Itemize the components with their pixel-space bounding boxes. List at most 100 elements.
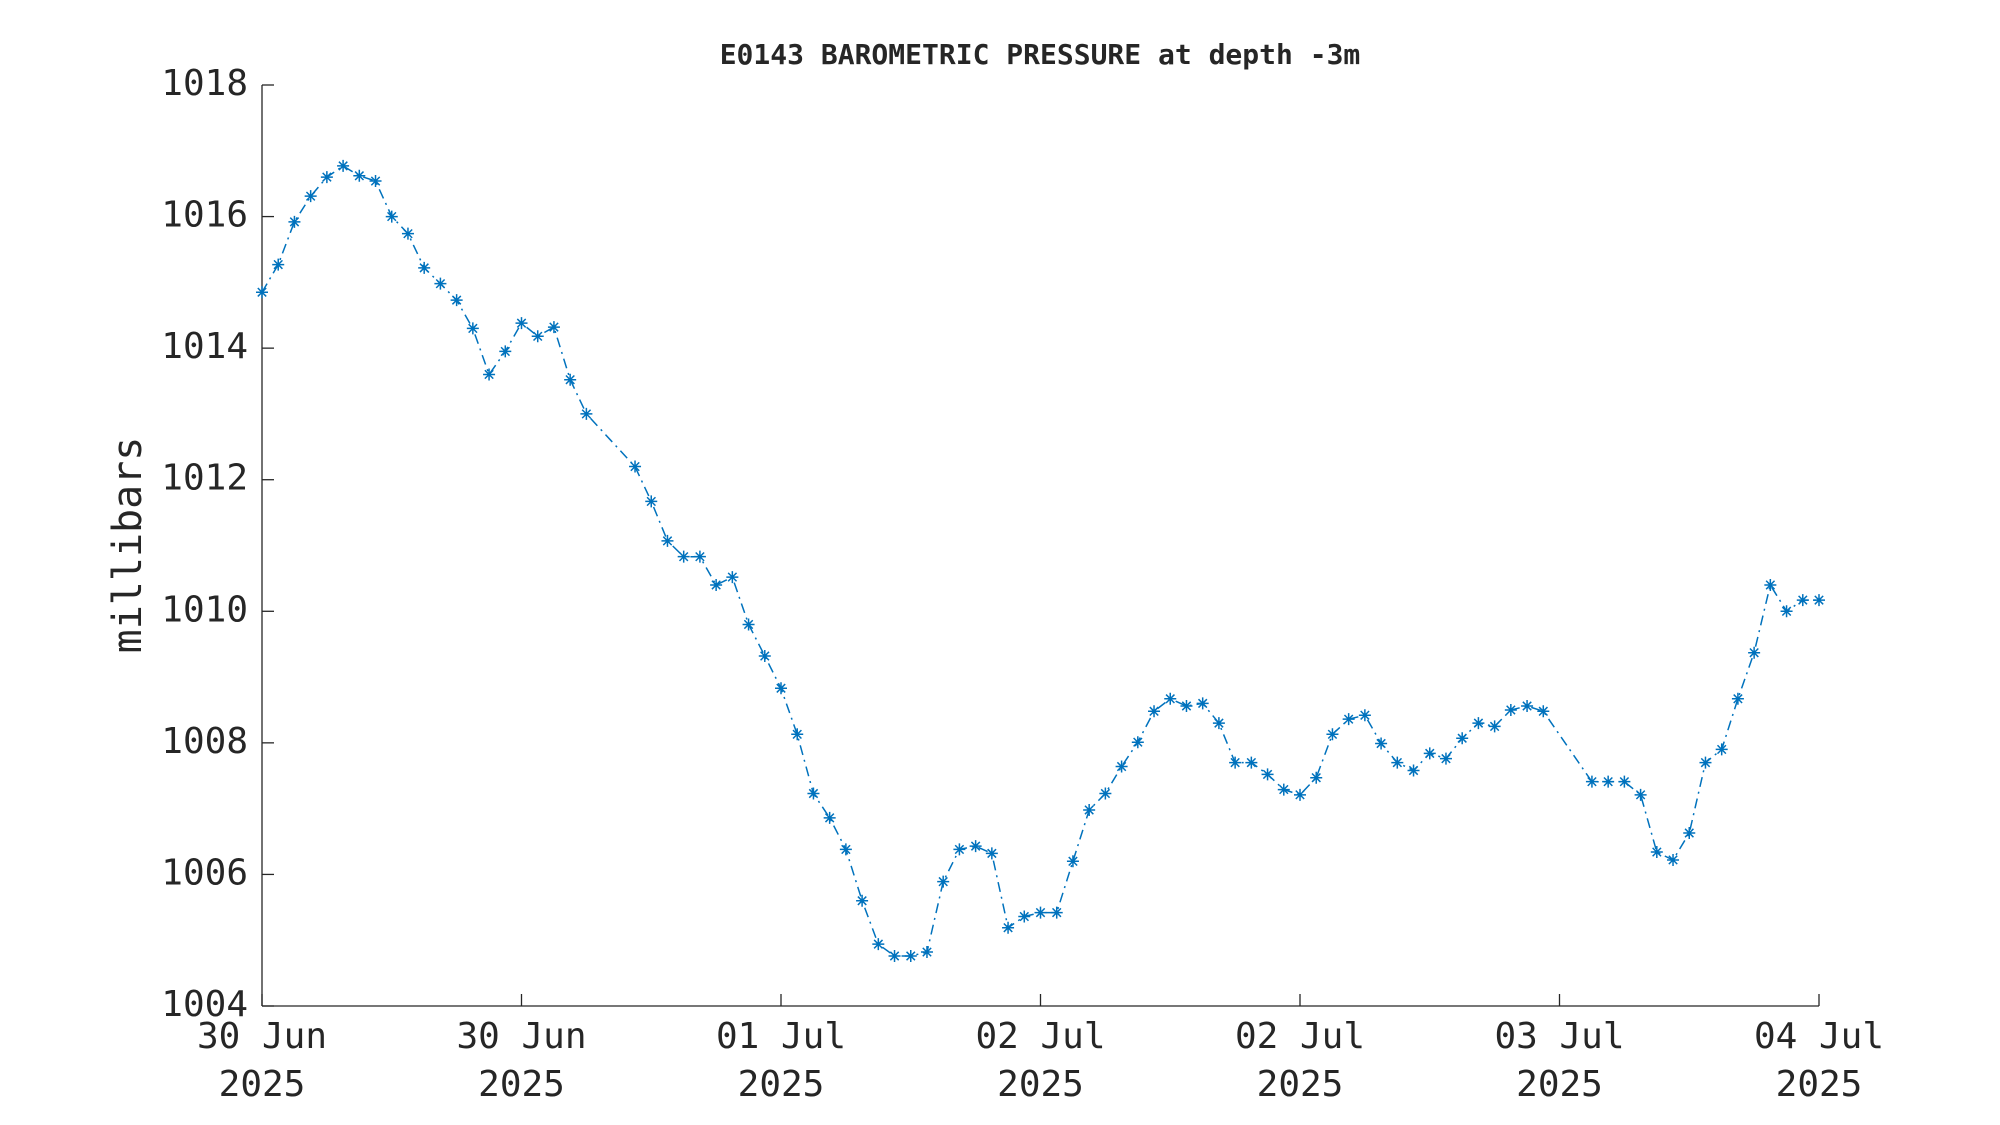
data-point [304,190,317,203]
data-point [1212,717,1225,730]
x-tick-label: 2025 [478,1064,565,1105]
y-axis-label: millibars [105,437,151,654]
data-point [629,460,642,473]
data-point [791,728,804,741]
data-point [807,787,820,800]
x-tick-label: 02 Jul [975,1016,1105,1057]
data-point [1018,910,1031,923]
data-point [1683,826,1696,839]
data-point [1634,788,1647,801]
data-point [1731,692,1744,705]
data-point [434,277,447,290]
data-point [1375,737,1388,750]
y-tick-label: 1008 [161,721,248,762]
data-point [710,578,723,591]
x-tick-label: 03 Jul [1494,1016,1624,1057]
data-point [1796,594,1809,607]
x-tick-label: 30 Jun [197,1016,327,1057]
data-point [450,294,463,307]
data-point [1780,605,1793,618]
x-tick-label: 04 Jul [1754,1016,1884,1057]
data-point [547,321,560,334]
y-tick-label: 1006 [161,852,248,893]
data-point [1326,728,1339,741]
data-point [337,159,350,172]
y-tick-label: 1010 [161,589,248,630]
data-point [1261,768,1274,781]
data-point [1148,705,1161,718]
data-point [1196,697,1209,710]
data-point [256,286,268,299]
data-point [693,550,706,563]
x-tick-label: 2025 [1257,1064,1344,1105]
data-point [320,171,333,184]
data-point [775,682,787,695]
data-point [1764,578,1777,591]
data-point [515,317,528,330]
x-tick-label: 2025 [1776,1064,1863,1105]
data-point [953,843,966,856]
data-point [888,950,901,963]
data-point [1537,705,1550,718]
data-point [1115,760,1128,773]
data-point [564,373,577,386]
data-point [1439,752,1452,765]
chart-title: E0143 BAROMETRIC PRESSURE at depth -3m [720,38,1361,71]
x-tick-label: 30 Jun [456,1016,586,1057]
data-point [937,875,950,888]
data-point [353,169,366,182]
data-point [677,550,690,563]
data-point [1180,700,1193,713]
data-point [418,261,431,274]
data-point [742,618,755,631]
data-point [580,407,593,420]
y-tick-label: 1016 [161,195,248,236]
x-tick-label: 2025 [1516,1064,1603,1105]
data-point [661,534,674,547]
data-point [1504,703,1517,716]
data-point [1618,775,1631,788]
data-point [645,495,658,508]
data-point [1294,788,1306,801]
data-point [1002,921,1015,934]
x-tick-label: 2025 [738,1064,825,1105]
data-point [531,330,544,343]
data-point [1391,756,1404,769]
data-point [1407,764,1420,777]
data-point [1358,709,1371,722]
data-point [288,215,301,228]
data-point [1456,732,1469,745]
data-point [401,227,414,240]
data-point [1099,787,1112,800]
data-point [1667,853,1680,866]
data-point [1748,646,1761,659]
data-point [920,946,933,959]
data-point [1034,906,1047,919]
x-tick-label: 2025 [219,1064,306,1105]
data-point [1602,775,1615,788]
data-point [969,840,982,853]
data-point [1521,700,1534,713]
data-point [985,847,998,860]
data-point [1245,756,1258,769]
x-tick-label: 02 Jul [1235,1016,1365,1057]
data-point [1050,906,1063,919]
data-point [1131,736,1144,749]
y-tick-label: 1014 [161,326,248,367]
data-point [1813,594,1825,607]
data-point [499,345,512,358]
data-point [726,571,739,584]
data-point [1650,846,1663,859]
y-tick-label: 1004 [161,984,248,1025]
data-point [856,894,869,907]
x-tick-label: 2025 [997,1064,1084,1105]
data-point [904,950,917,963]
data-point [823,811,836,824]
data-point [1066,855,1079,868]
data-point [872,938,885,951]
data-point [466,322,479,335]
data-point [1342,713,1355,726]
